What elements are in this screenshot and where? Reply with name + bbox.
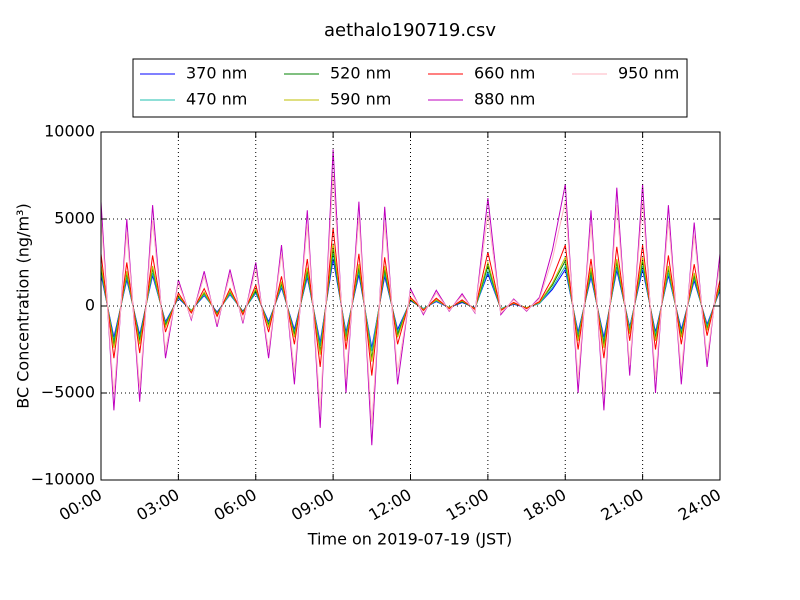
legend-label: 470 nm xyxy=(186,90,247,109)
legend-label: 520 nm xyxy=(330,64,391,83)
legend-label: 950 nm xyxy=(618,64,679,83)
legend-label: 880 nm xyxy=(474,90,535,109)
page: aethalo190719.csv Time on 2019-07-19 (JS… xyxy=(0,0,800,600)
y-axis-label: BC Concentration (ng/m³) xyxy=(14,203,33,408)
chart-title: aethalo190719.csv xyxy=(324,20,496,41)
y-tick-label: −10000 xyxy=(31,470,95,489)
legend-label: 370 nm xyxy=(186,64,247,83)
legend-label: 590 nm xyxy=(330,90,391,109)
y-tick-label: 0 xyxy=(85,296,95,315)
y-tick-label: −5000 xyxy=(41,383,95,402)
legend-label: 660 nm xyxy=(474,64,535,83)
chart: aethalo190719.csv Time on 2019-07-19 (JS… xyxy=(0,0,800,600)
y-tick-label: 10000 xyxy=(44,122,95,141)
y-tick-label: 5000 xyxy=(54,209,95,228)
x-axis-label: Time on 2019-07-19 (JST) xyxy=(307,530,512,549)
